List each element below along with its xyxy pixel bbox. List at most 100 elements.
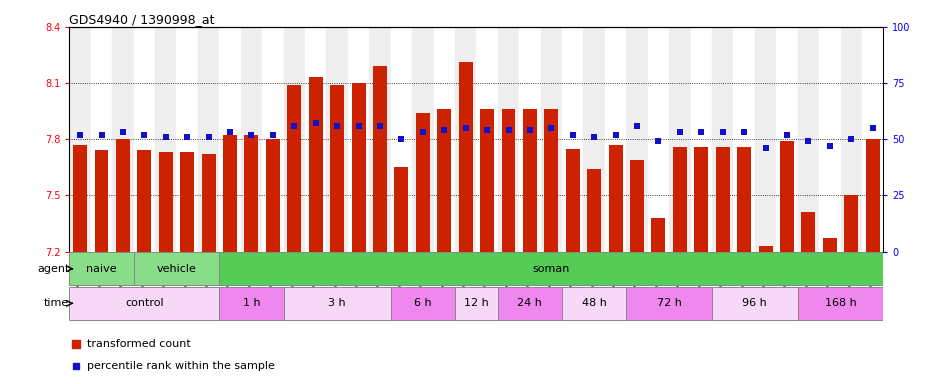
Bar — [284, 27, 305, 252]
Bar — [262, 27, 284, 252]
Point — [158, 134, 173, 140]
Text: control: control — [125, 298, 164, 308]
Point — [715, 129, 730, 136]
Bar — [501, 109, 515, 252]
Point — [458, 125, 473, 131]
Text: 12 h: 12 h — [464, 298, 488, 308]
Text: percentile rank within the sample: percentile rank within the sample — [87, 361, 275, 371]
Point — [523, 127, 537, 133]
Bar — [801, 212, 815, 252]
Bar — [862, 27, 883, 252]
Text: 3 h: 3 h — [328, 298, 346, 308]
Bar — [584, 27, 605, 252]
Bar — [498, 287, 562, 320]
Bar — [523, 109, 536, 252]
Bar — [476, 27, 498, 252]
Bar — [545, 109, 559, 252]
Point — [137, 132, 152, 138]
Bar — [69, 287, 219, 320]
Bar — [240, 27, 262, 252]
Bar — [133, 27, 155, 252]
Bar — [219, 27, 240, 252]
Bar — [219, 287, 284, 320]
Bar — [455, 287, 498, 320]
Text: 1 h: 1 h — [242, 298, 260, 308]
Bar — [626, 287, 712, 320]
Bar — [288, 85, 302, 252]
Bar — [438, 109, 451, 252]
Text: 48 h: 48 h — [582, 298, 607, 308]
Bar — [373, 66, 387, 252]
Bar — [587, 169, 601, 252]
Bar — [712, 27, 734, 252]
Text: agent: agent — [37, 264, 69, 274]
Text: GDS4940 / 1390998_at: GDS4940 / 1390998_at — [69, 13, 215, 26]
Bar — [630, 160, 644, 252]
Point — [415, 129, 430, 136]
Bar — [416, 113, 430, 252]
Point — [394, 136, 409, 142]
Point — [609, 132, 623, 138]
Bar — [219, 252, 883, 285]
Bar — [112, 27, 133, 252]
Bar — [116, 139, 130, 252]
Bar — [138, 151, 152, 252]
Bar — [566, 149, 580, 252]
Point — [801, 138, 816, 144]
Bar — [390, 27, 413, 252]
Point — [116, 129, 130, 136]
Point — [780, 132, 795, 138]
Text: naive: naive — [86, 264, 117, 274]
Bar — [159, 152, 173, 252]
Bar — [758, 246, 772, 252]
Point — [308, 121, 323, 127]
Point — [287, 122, 302, 129]
Bar — [180, 152, 194, 252]
Point — [94, 132, 109, 138]
Bar — [866, 139, 880, 252]
Point — [179, 134, 194, 140]
Bar — [519, 27, 540, 252]
Bar — [94, 151, 108, 252]
Bar — [648, 27, 669, 252]
Bar — [672, 147, 687, 252]
Point — [736, 129, 751, 136]
Bar — [352, 83, 365, 252]
Bar — [780, 141, 794, 252]
Bar — [540, 27, 562, 252]
Bar — [737, 147, 751, 252]
Bar — [605, 27, 626, 252]
Bar — [155, 27, 177, 252]
Point — [565, 132, 580, 138]
Bar — [797, 287, 883, 320]
Bar — [327, 27, 348, 252]
Bar — [626, 27, 647, 252]
Text: vehicle: vehicle — [156, 264, 196, 274]
Point — [373, 122, 388, 129]
Bar — [223, 136, 237, 252]
Bar — [244, 136, 258, 252]
Bar — [695, 147, 709, 252]
Bar — [755, 27, 776, 252]
Bar — [669, 27, 691, 252]
Text: 72 h: 72 h — [657, 298, 682, 308]
Bar — [202, 154, 216, 252]
Bar — [434, 27, 455, 252]
Bar — [691, 27, 712, 252]
Point — [651, 138, 666, 144]
Bar — [69, 252, 133, 285]
Point — [586, 134, 601, 140]
Text: 96 h: 96 h — [743, 298, 767, 308]
Bar — [562, 27, 584, 252]
Point — [223, 129, 238, 136]
Text: 24 h: 24 h — [517, 298, 542, 308]
Point — [480, 127, 495, 133]
Text: 6 h: 6 h — [414, 298, 432, 308]
Bar — [69, 27, 91, 252]
Bar — [480, 109, 494, 252]
Point — [244, 132, 259, 138]
Point — [630, 122, 645, 129]
Bar — [369, 27, 390, 252]
Bar — [73, 145, 87, 252]
Bar — [413, 27, 434, 252]
